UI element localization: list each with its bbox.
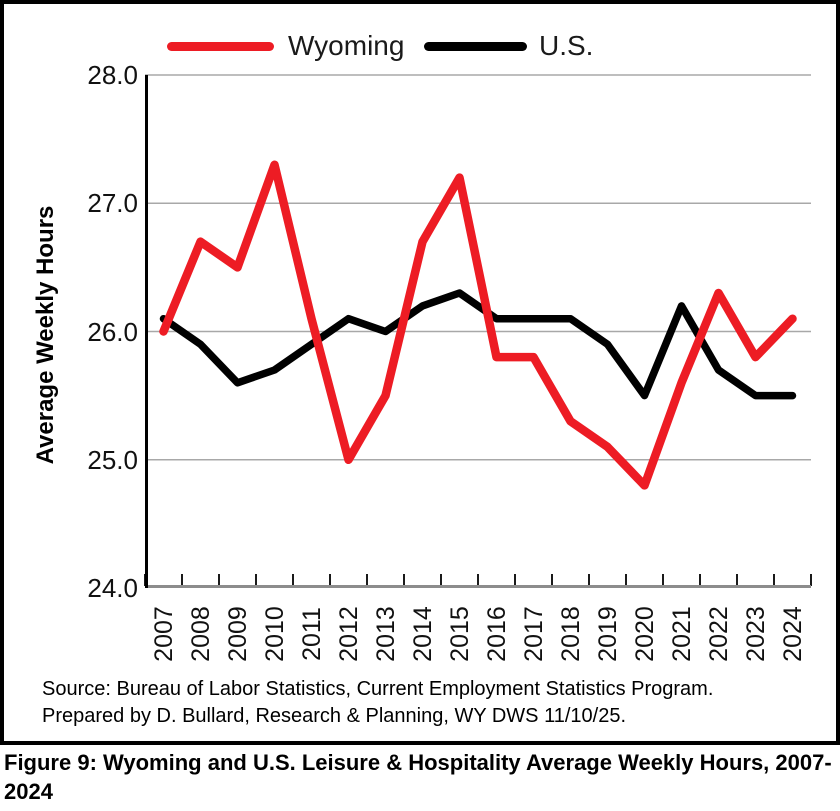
x-tick-label-2009: 2009 xyxy=(223,606,252,662)
source-line-1: Source: Bureau of Labor Statistics, Curr… xyxy=(42,678,714,700)
y-tick-label-26.0: 26.0 xyxy=(87,316,138,347)
y-tick-label-24.0: 24.0 xyxy=(87,573,138,603)
x-tick-label-2014: 2014 xyxy=(408,606,437,662)
x-tick-label-2011: 2011 xyxy=(297,607,326,661)
wyoming-series-line xyxy=(159,160,797,490)
source-line-2: Prepared by D. Bullard, Research & Plann… xyxy=(42,705,626,727)
wyoming-line-swatch xyxy=(167,41,274,51)
x-tick-label-2013: 2013 xyxy=(371,606,400,662)
x-tick-label-2008: 2008 xyxy=(186,606,215,662)
x-tick-label-2007: 2007 xyxy=(149,606,178,662)
y-axis-title: Average Weekly Hours xyxy=(32,205,59,465)
legend-label-wyoming: Wyoming xyxy=(288,30,405,61)
legend-item-us: U.S. xyxy=(424,30,593,62)
x-tick-label-2017: 2017 xyxy=(519,606,548,662)
y-tick-label-28.0: 28.0 xyxy=(87,60,138,90)
legend-label-us: U.S. xyxy=(539,30,594,61)
x-tick-label-2015: 2015 xyxy=(445,606,474,662)
x-tick-label-2018: 2018 xyxy=(556,606,585,662)
x-tick-label-2021: 2021 xyxy=(667,606,696,662)
us-line-swatch xyxy=(424,41,527,51)
x-tick-label-2019: 2019 xyxy=(593,606,622,662)
x-tick-label-2016: 2016 xyxy=(482,606,511,662)
legend-item-wyoming: Wyoming xyxy=(167,30,404,62)
x-tick-label-2010: 2010 xyxy=(260,606,289,662)
x-tick-label-2023: 2023 xyxy=(741,606,770,662)
line-chart xyxy=(144,74,812,588)
y-tick-label-27.0: 27.0 xyxy=(87,188,138,219)
x-tick-label-2024: 2024 xyxy=(778,606,807,662)
y-tick-label-25.0: 25.0 xyxy=(87,444,138,475)
us-series-line xyxy=(159,289,797,400)
figure-caption: Figure 9: Wyoming and U.S. Leisure & Hos… xyxy=(4,750,832,804)
figure-border-box: Wyoming U.S. Average Weekly Hours 24.0 25… xyxy=(0,0,840,745)
x-tick-label-2022: 2022 xyxy=(704,606,733,662)
x-tick-label-2012: 2012 xyxy=(334,606,363,662)
source-note: Source: Bureau of Labor Statistics, Curr… xyxy=(42,676,713,730)
x-tick-label-2020: 2020 xyxy=(630,606,659,662)
